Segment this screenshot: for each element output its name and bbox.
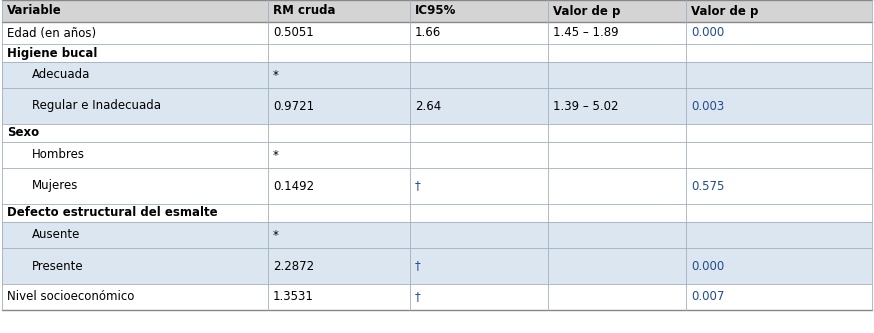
Text: Sexo: Sexo [7, 127, 39, 140]
Text: Ausente: Ausente [32, 228, 80, 241]
Text: 1.39 – 5.02: 1.39 – 5.02 [553, 100, 619, 113]
Text: Adecuada: Adecuada [32, 69, 90, 82]
Text: 0.003: 0.003 [691, 100, 725, 113]
Text: 0.000: 0.000 [691, 259, 725, 272]
Bar [2, 124, 872, 142]
Text: 2.2872: 2.2872 [273, 259, 314, 272]
Bar [2, 222, 872, 248]
Text: Variable: Variable [7, 5, 62, 18]
Text: †: † [415, 290, 420, 303]
Text: 0.1492: 0.1492 [273, 179, 314, 192]
Text: 1.3531: 1.3531 [273, 290, 314, 303]
Text: Nivel socioeconómico: Nivel socioeconómico [7, 290, 135, 303]
Text: 2.64: 2.64 [415, 100, 441, 113]
Text: Hombres: Hombres [32, 149, 85, 162]
Bar [2, 22, 872, 44]
Text: 0.000: 0.000 [691, 27, 725, 40]
Bar [2, 248, 872, 284]
Text: *: * [273, 69, 279, 82]
Text: 0.007: 0.007 [691, 290, 725, 303]
Text: 1.45 – 1.89: 1.45 – 1.89 [553, 27, 619, 40]
Text: Defecto estructural del esmalte: Defecto estructural del esmalte [7, 206, 218, 219]
Bar [2, 168, 872, 204]
Bar [2, 284, 872, 310]
Text: †: † [415, 179, 420, 192]
Text: IC95%: IC95% [415, 5, 456, 18]
Text: *: * [273, 149, 279, 162]
Bar [2, 88, 872, 124]
Text: RM cruda: RM cruda [273, 5, 336, 18]
Text: Presente: Presente [32, 259, 84, 272]
Text: Higiene bucal: Higiene bucal [7, 47, 97, 60]
Text: Regular e Inadecuada: Regular e Inadecuada [32, 100, 161, 113]
Text: 0.9721: 0.9721 [273, 100, 314, 113]
Bar [2, 62, 872, 88]
Text: *: * [273, 228, 279, 241]
Bar [2, 142, 872, 168]
Text: 0.5051: 0.5051 [273, 27, 314, 40]
Text: †: † [415, 259, 420, 272]
Text: Mujeres: Mujeres [32, 179, 79, 192]
Text: Edad (en años): Edad (en años) [7, 27, 96, 40]
Text: Valor de p: Valor de p [553, 5, 621, 18]
Text: 1.66: 1.66 [415, 27, 441, 40]
Bar [2, 204, 872, 222]
Bar [2, 0, 872, 22]
Text: Valor de p: Valor de p [691, 5, 759, 18]
Bar [2, 44, 872, 62]
Text: 0.575: 0.575 [691, 179, 725, 192]
